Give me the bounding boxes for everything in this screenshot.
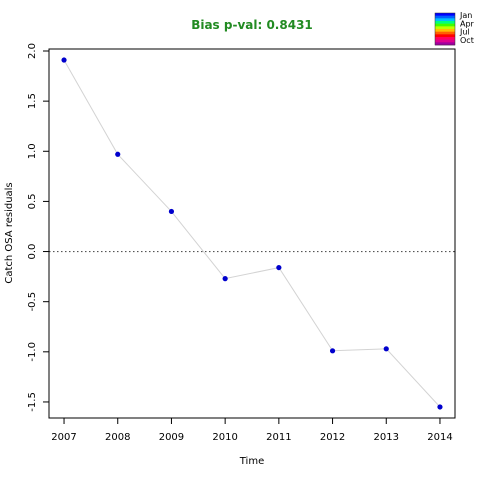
y-tick-label: 2.0 [27, 43, 38, 59]
y-tick-label: 0.0 [27, 244, 38, 260]
chart-title: Bias p-val: 0.8431 [191, 18, 313, 32]
x-tick-label: 2014 [427, 432, 452, 443]
x-tick-label: 2007 [51, 432, 76, 443]
x-tick-label: 2012 [320, 432, 345, 443]
legend-color-swatch [435, 39, 455, 43]
residual-point [168, 208, 175, 215]
y-tick-label: -1.5 [27, 392, 38, 412]
legend-color-swatch [435, 29, 455, 32]
legend-color-swatch [435, 26, 455, 30]
x-tick-label: 2011 [266, 432, 291, 443]
legend-label: Jul [459, 28, 470, 37]
residual-point [222, 276, 228, 282]
legend-color-swatch [435, 13, 455, 16]
residual-point [276, 264, 282, 271]
x-tick-label: 2008 [105, 432, 130, 443]
x-tick-label: 2009 [159, 432, 184, 443]
legend-color-swatch [435, 21, 455, 24]
y-tick-label: -1.0 [27, 342, 38, 362]
legend-color-swatch [435, 31, 455, 35]
plot-frame [48, 48, 456, 419]
legend-color-swatch [435, 37, 455, 40]
legend-label: Apr [460, 19, 475, 28]
legend-label: Oct [460, 36, 474, 45]
legend-color-swatch [435, 18, 455, 22]
residual-point [383, 346, 389, 352]
residual-point [437, 404, 443, 410]
y-tick-label: -0.5 [27, 292, 38, 312]
legend-color-swatch [435, 23, 455, 27]
residual-point [329, 348, 336, 354]
legend-color-swatch [435, 42, 455, 46]
y-tick-label: 1.5 [27, 93, 38, 109]
residual-point [115, 151, 121, 157]
residual-line [63, 59, 441, 408]
y-tick-label: 0.5 [27, 193, 38, 209]
x-tick-label: 2010 [212, 432, 237, 443]
legend-label: Jan [459, 11, 472, 20]
legend-frame [434, 12, 456, 46]
residual-point [61, 57, 67, 63]
y-axis-label: Catch OSA residuals [4, 182, 15, 283]
y-tick-label: 1.0 [27, 143, 38, 159]
x-axis-label: Time [239, 456, 264, 467]
x-tick-label: 2013 [374, 432, 399, 443]
legend-color-swatch [435, 34, 455, 38]
legend-color-swatch [435, 15, 455, 19]
